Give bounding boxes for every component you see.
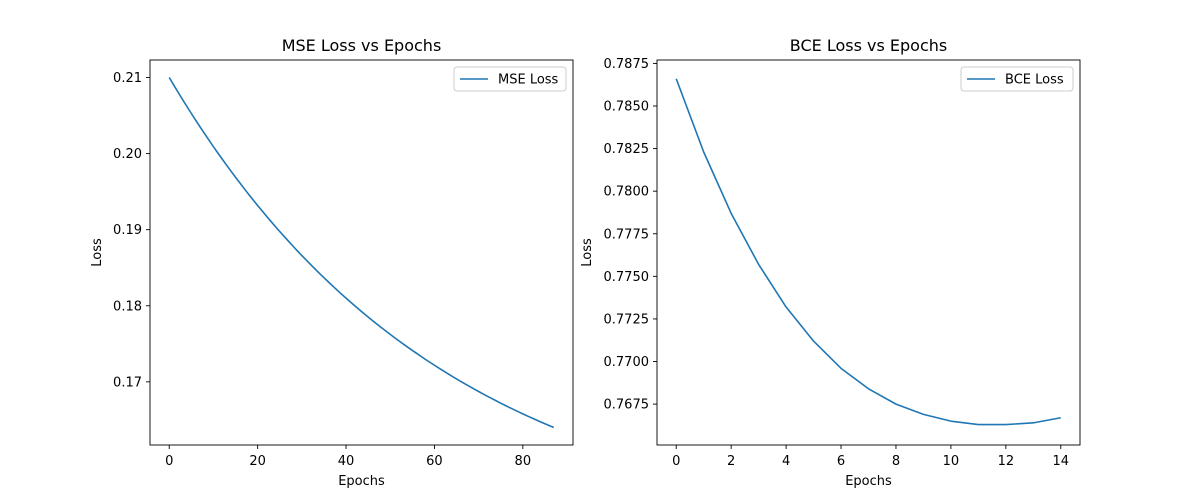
y-tick-label: 0.17 — [113, 375, 142, 390]
x-tick-label: 8 — [892, 454, 900, 469]
x-tick-label: 0 — [672, 454, 680, 469]
plot-frame — [656, 59, 1081, 446]
y-tick-label: 0.7775 — [604, 227, 650, 242]
x-tick-label: 4 — [782, 454, 790, 469]
legend-box — [453, 66, 567, 92]
legend: MSE Loss — [453, 66, 567, 92]
x-tick-label: 0 — [165, 454, 173, 469]
x-tick-label: 60 — [426, 454, 443, 469]
y-axis-label: Loss — [580, 238, 595, 267]
x-tick-label: 6 — [837, 454, 845, 469]
x-tick-label: 80 — [515, 454, 532, 469]
x-tick-label: 20 — [249, 454, 266, 469]
x-tick-label: 2 — [727, 454, 735, 469]
legend-box — [960, 66, 1074, 92]
chart-title: MSE Loss vs Epochs — [282, 36, 442, 55]
chart-title: BCE Loss vs Epochs — [790, 36, 947, 55]
y-tick-label: 0.7700 — [604, 355, 650, 370]
y-tick-label: 0.7675 — [604, 398, 650, 413]
legend-label: MSE Loss — [498, 73, 559, 88]
legend-label: BCE Loss — [1005, 73, 1064, 88]
legend: BCE Loss — [960, 66, 1074, 92]
y-tick-label: 0.21 — [113, 71, 142, 86]
y-tick-label: 0.20 — [113, 147, 142, 162]
y-tick-label: 0.19 — [113, 223, 142, 238]
y-tick-label: 0.7825 — [604, 142, 650, 157]
chart-panel-1: MSE Loss vs Epochs 0 20 40 60 80 0.17 0.18 0.19 0… — [90, 36, 574, 489]
y-tick-label: 0.7800 — [604, 185, 650, 200]
y-tick-label: 0.7725 — [604, 312, 650, 327]
y-tick-label: 0.18 — [113, 299, 142, 314]
x-axis-label: Epochs — [338, 474, 385, 489]
x-tick-label: 12 — [998, 454, 1015, 469]
x-tick-label: 10 — [943, 454, 960, 469]
plot-frame — [149, 59, 574, 446]
series-line-1 — [168, 77, 555, 429]
x-axis-label: Epochs — [845, 474, 892, 489]
y-tick-label: 0.7875 — [604, 57, 650, 72]
x-tick-label: 40 — [338, 454, 355, 469]
series-line-1 — [675, 78, 1061, 426]
y-tick-label: 0.7750 — [604, 270, 650, 285]
chart-panel-2: BCE Loss vs Epochs 0 2 4 6 8 10 12 14 0.7675 0.770… — [580, 36, 1081, 489]
y-tick-label: 0.7850 — [604, 99, 650, 114]
x-tick-label: 14 — [1052, 454, 1069, 469]
y-axis-label: Loss — [90, 238, 105, 267]
